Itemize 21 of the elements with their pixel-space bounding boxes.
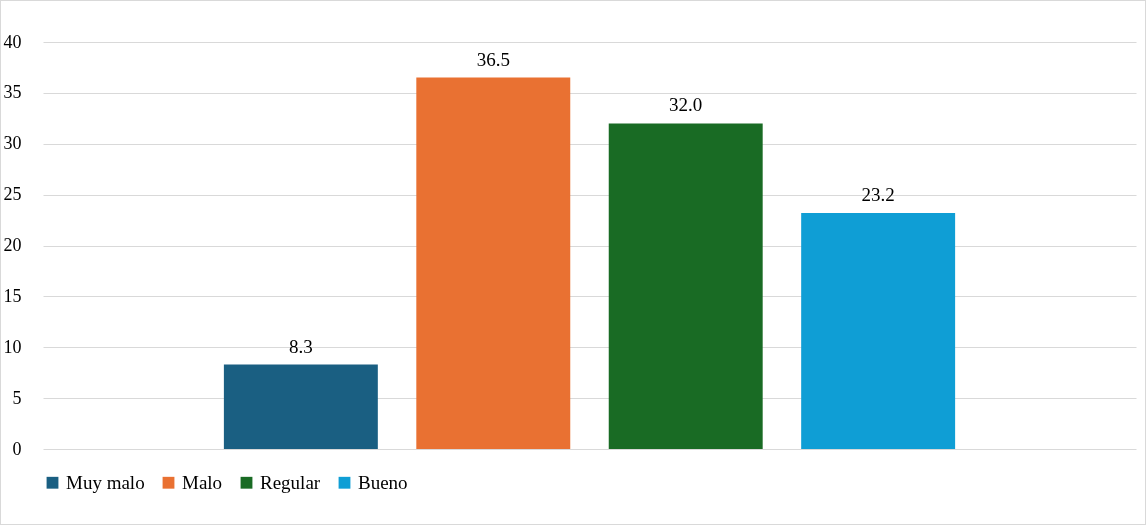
y-tick-label: 20 (3, 235, 22, 255)
bar (801, 212, 956, 449)
y-tick-label: 0 (12, 438, 22, 459)
bar (608, 123, 763, 449)
y-tick-label: 25 (3, 184, 22, 205)
y-tick-label: 40 (3, 31, 22, 52)
data-label: 36.5 (476, 48, 510, 70)
data-label: 32.0 (669, 94, 703, 116)
bar (416, 77, 571, 449)
legend-label: Bueno (358, 471, 408, 493)
legend-label: Regular (260, 471, 321, 493)
legend-label: Malo (182, 471, 223, 493)
y-tick-label: 10 (3, 336, 22, 357)
data-label: 8.3 (288, 335, 313, 357)
legend-label: Muy malo (66, 471, 145, 493)
y-tick-label: 5 (12, 387, 22, 408)
y-tick-label: 35 (3, 82, 22, 103)
bar (223, 364, 378, 449)
y-tick-label: 15 (3, 285, 22, 306)
y-tick-label: 30 (3, 133, 22, 154)
data-label: 23.2 (861, 183, 895, 205)
